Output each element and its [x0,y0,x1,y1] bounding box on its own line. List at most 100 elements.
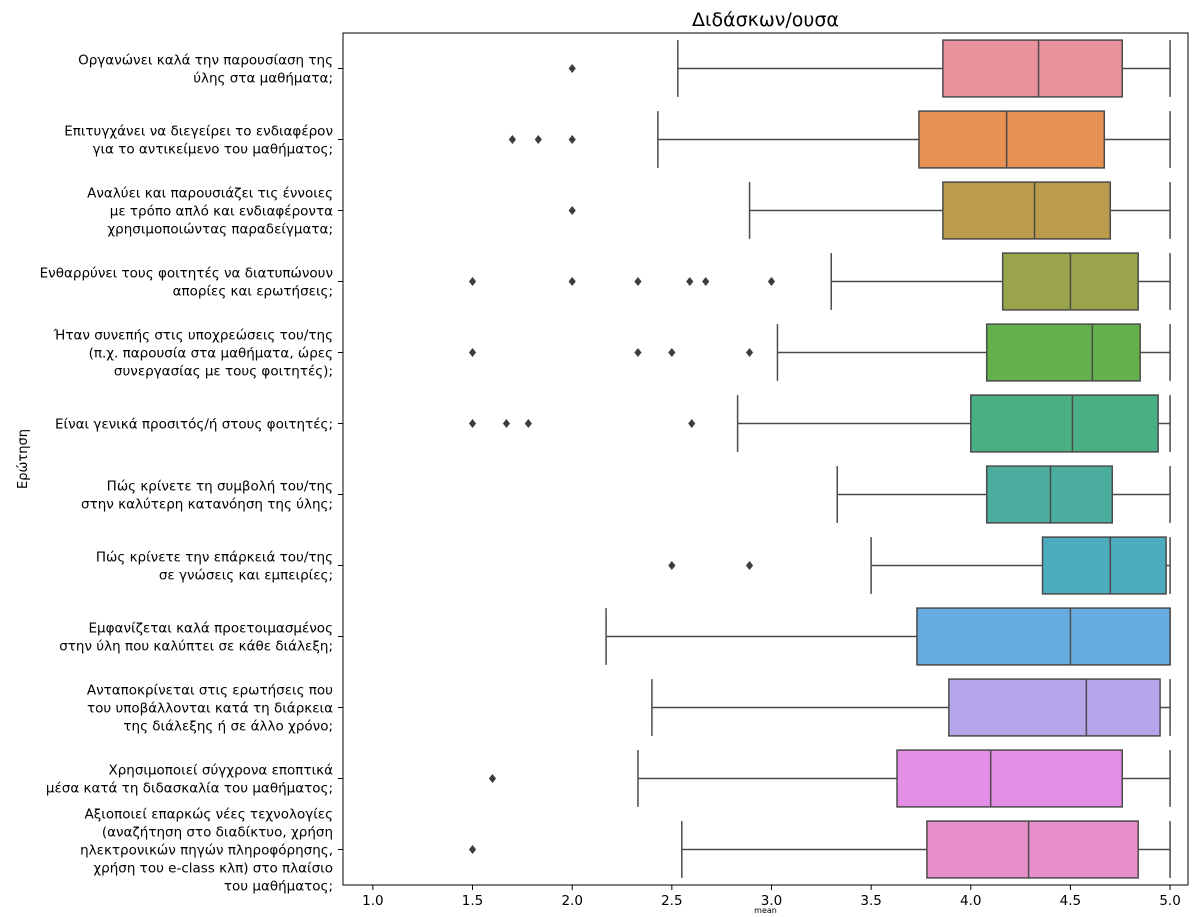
category-label-line: χρησιμοποιώντας παραδείγματα; [107,222,333,238]
box-7 [836,465,1171,524]
category-label: Οργανώνει καλά την παρουσίαση της ύλης στ… [78,53,333,87]
category-label-line: Ανταποκρίνεται στις ερωτήσεις που [87,683,333,699]
outlier-point [468,277,477,286]
outlier-point [686,277,694,286]
x-tick-label: 4.5 [1060,893,1081,909]
category-label-line: Είναι γενικά προσιτός/ή στους φοιτητές; [55,417,333,433]
box-5 [468,323,1171,382]
category-label-line: Πώς κρίνετε την επάρκειά του/της [96,550,333,566]
x-tick-label: 3.5 [860,893,881,909]
outlier-point [668,561,676,570]
category-label: Ενθαρρύνει τους φοιτητές να διατυπώνουν α… [40,266,333,300]
iqr-box [948,678,1161,737]
category-label-line: Οργανώνει καλά την παρουσίαση της [78,53,333,69]
box-6 [468,394,1171,453]
category-label-line: ηλεκτρονικών πηγών πληροφόρησης, [80,843,333,859]
category-label: Επιτυγχάνει να διεγείρει το ενδιαφέρον γι… [64,124,333,158]
category-label-line: χρήση του e-class κλπ) στο πλαίσιο [93,861,333,877]
outlier-point [524,419,532,428]
category-label-line: Ήταν συνεπής στις υποχρεώσεις του/της [53,328,333,344]
outlier-point [745,561,754,570]
box-9 [605,607,1171,666]
category-label-line: Επιτυγχάνει να διεγείρει το ενδιαφέρον [64,124,333,140]
outlier-point [702,277,710,286]
category-label-line: για το αντικείμενο του μαθήματος; [92,142,333,158]
outlier-point [634,277,642,286]
outlier-point [634,348,642,357]
box-3 [568,181,1171,240]
x-tick-label: 2.0 [561,893,582,909]
iqr-box [916,607,1171,666]
plot-frame [342,32,1189,886]
category-label: Ανταποκρίνεται στις ερωτήσεις που του υπο… [87,683,333,735]
category-label-line: στην ύλη που καλύπτει σε κάθε διάλεξη; [59,639,333,655]
category-label-line: με τρόπο απλό και ενδιαφέροντα [110,204,333,220]
box-12 [468,820,1171,879]
y-axis-label: Ερώτηση [16,429,31,489]
x-tick-label: 4.0 [960,893,981,909]
outlier-point [468,845,477,854]
category-label: Ήταν συνεπής στις υποχρεώσεις του/της (π.… [53,328,333,380]
outlier-point [568,64,576,73]
category-label-line: απορίες και ερωτήσεις; [173,284,333,300]
iqr-box [1041,536,1167,595]
iqr-box [918,110,1106,169]
iqr-box [942,39,1123,98]
category-label-line: Χρησιμοποιεί σύγχρονα εποπτικά [108,763,333,779]
category-label-line: (π.χ. παρουσία στα μαθήματα, ώρες [89,346,333,362]
category-label-line: του υποβάλλονται κατά τη διάρκεια [87,701,333,717]
category-label-line: (αναζήτηση στο διαδίκτυο, χρήση [102,825,333,841]
outlier-point [568,277,576,286]
category-label: Εμφανίζεται καλά προετοιμασμένος στην ύλη… [59,621,333,655]
outlier-point [502,419,511,428]
category-label-line: Αξιοποιεί επαρκώς νέες τεχνολογίες [85,807,333,823]
category-label: Χρησιμοποιεί σύγχρονα εποπτικά μέσα κατά … [46,763,333,797]
chart-title: Διδάσκων/ουσα [692,9,839,31]
category-label: Πώς κρίνετε τη συμβολή του/της στην καλύτ… [81,479,333,513]
x-tick-label: 2.5 [661,893,682,909]
category-label-line: Πώς κρίνετε τη συμβολή του/της [107,479,333,495]
x-tick-label: 5.0 [1159,893,1180,909]
box-11 [488,749,1171,808]
category-label-line: ύλης στα μαθήματα; [193,71,333,87]
iqr-box [985,465,1114,524]
box-2 [508,110,1171,169]
outlier-point [534,135,542,144]
outlier-point [745,348,754,357]
outlier-point [508,135,516,144]
category-label-line: μέσα κατά τη διδασκαλία του μαθήματος; [46,781,333,797]
outlier-point [767,277,776,286]
box-4 [468,252,1171,311]
x-tick-label: 3.0 [761,893,782,909]
box-1 [568,39,1171,98]
category-label-line: σε γνώσεις και εμπειρίες; [159,568,333,584]
iqr-box [985,323,1141,382]
category-label: Αναλύει και παρουσιάζει τις έννοιες με τρ… [87,186,333,238]
category-label: Είναι γενικά προσιτός/ή στους φοιτητές; [55,417,333,433]
category-label-line: Εμφανίζεται καλά προετοιμασμένος [89,621,333,637]
outlier-point [668,348,676,357]
category-label-line: Ενθαρρύνει τους φοιτητές να διατυπώνουν [40,266,333,282]
outlier-point [468,348,477,357]
category-label: Πώς κρίνετε την επάρκειά του/της σε γνώσε… [96,550,333,584]
category-label-line: του μαθήματος; [224,879,333,895]
outlier-point [568,206,576,215]
outlier-point [688,419,696,428]
iqr-box [970,394,1159,453]
outlier-point [468,419,477,428]
category-label-line: της διάλεξης ή σε άλλο χρόνο; [123,719,333,735]
box-8 [668,536,1171,595]
category-label-line: Αναλύει και παρουσιάζει τις έννοιες [87,186,333,202]
x-tick-label: 1.0 [362,893,383,909]
category-labels-group: Οργανώνει καλά την παρουσίαση της ύλης στ… [40,53,343,895]
category-label-line: συνεργασίας με τους φοιτητές); [114,364,333,380]
outlier-point [568,135,576,144]
box-10 [651,678,1171,737]
x-axis: 1.0 1.5 2.0 2.5 3.0 3.5 4.0 4.5 5.0 [362,885,1181,909]
iqr-box [926,820,1139,879]
iqr-box [942,181,1112,240]
boxes-group [468,39,1171,879]
category-label-line: στην καλύτερη κατανόηση της ύλης; [81,497,333,513]
x-tick-label: 1.5 [462,893,483,909]
